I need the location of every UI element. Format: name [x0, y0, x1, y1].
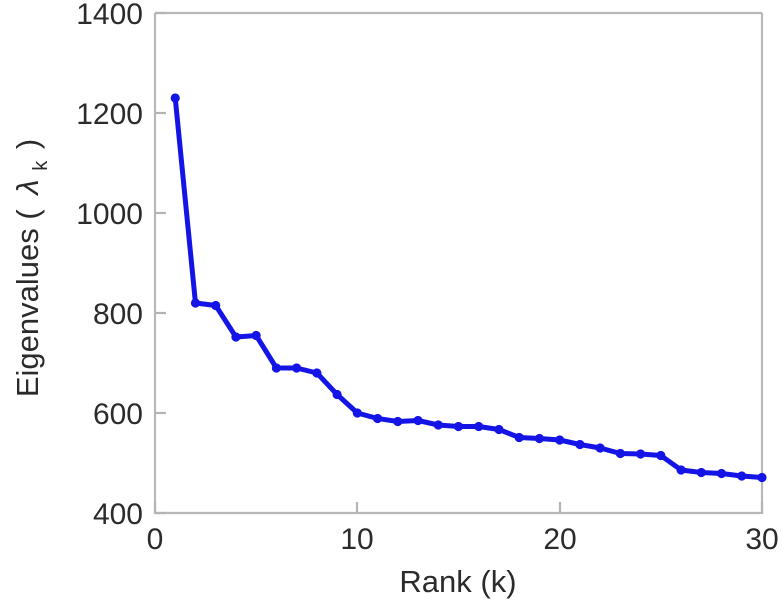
data-point [595, 443, 605, 453]
series-line [172, 95, 765, 480]
data-point [372, 413, 383, 424]
y-axis-title-lambda: λ [10, 179, 45, 196]
x-tick-labels: 0 10 20 30 [147, 523, 779, 556]
y-axis-title: Eigenvalues ( λ k ) [10, 139, 54, 397]
svg-text:Eigenvalues ( λ: Eigenvalues ( λ k ) [10, 139, 54, 397]
data-point [757, 472, 767, 483]
data-point [352, 408, 362, 418]
x-tick-label-30: 30 [745, 523, 778, 556]
y-tick-label-1400: 1400 [76, 0, 143, 31]
axis-frame [153, 11, 764, 515]
data-point [615, 448, 625, 459]
x-tick-marks [153, 502, 764, 513]
data-point [474, 421, 484, 432]
x-axis-title: Rank (k) [399, 564, 516, 599]
data-point [271, 363, 281, 373]
data-point [534, 433, 545, 444]
data-point [312, 368, 322, 378]
data-point [716, 468, 727, 479]
y-tick-label-1200: 1200 [76, 98, 143, 131]
data-point [251, 330, 261, 341]
y-tick-label-1000: 1000 [76, 198, 143, 231]
series-markers [170, 93, 767, 483]
y-tick-labels: 400 600 800 1000 1200 1400 [76, 0, 143, 531]
series-eigenvalues [170, 93, 767, 483]
data-point [636, 449, 646, 459]
data-point [676, 465, 686, 475]
y-tick-label-800: 800 [93, 298, 143, 331]
data-point [413, 415, 423, 426]
data-point [190, 298, 201, 308]
data-point [494, 424, 504, 435]
y-axis-title-subscript: k [30, 160, 52, 171]
x-tick-label-10: 10 [340, 523, 373, 556]
data-point [292, 363, 302, 373]
data-point [555, 435, 565, 445]
y-tick-label-400: 400 [93, 498, 143, 531]
x-tick-label-20: 20 [543, 523, 576, 556]
y-axis-title-main: Eigenvalues ( [10, 209, 45, 398]
data-point [211, 300, 221, 311]
data-point [737, 471, 747, 481]
y-tick-label-600: 600 [93, 398, 143, 431]
data-point [433, 420, 443, 430]
data-point [453, 421, 464, 432]
data-point [514, 432, 524, 443]
data-point [231, 332, 241, 342]
data-point [393, 416, 403, 427]
x-tick-label-0: 0 [147, 523, 164, 556]
y-axis-title-close: ) [10, 139, 45, 149]
y-tick-marks [155, 11, 166, 515]
data-point [575, 439, 585, 450]
data-point [332, 389, 342, 400]
data-point [656, 450, 666, 461]
data-point [696, 467, 706, 478]
data-point [170, 93, 180, 103]
